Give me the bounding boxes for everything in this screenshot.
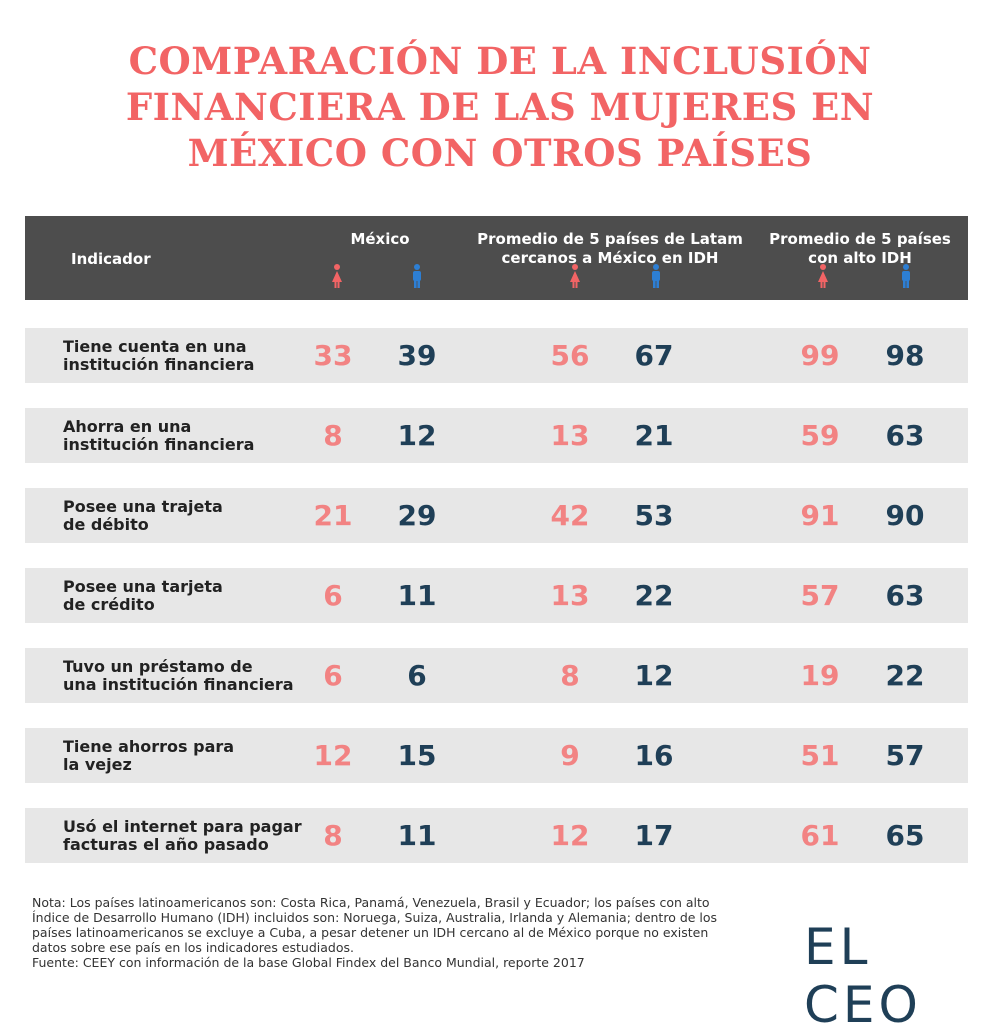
male-value: 22	[885, 659, 925, 692]
female-value: 6	[323, 579, 343, 612]
indicator-label-line-1: Usó el internet para pagar	[63, 817, 302, 836]
latam-header-line-1: Promedio de 5 países de Latam	[477, 230, 743, 248]
female-value: 51	[800, 739, 840, 772]
woman-icon	[570, 264, 580, 288]
high-idh-header-line-2: con alto IDH	[808, 249, 912, 267]
high-idh-header-line-1: Promedio de 5 países	[769, 230, 951, 248]
indicator-label-line-1: Ahorra en una	[63, 417, 192, 436]
indicator-label-line-1: Posee una tarjeta	[63, 577, 223, 596]
table-row: Tuvo un préstamo de una institución finan…	[25, 648, 968, 703]
page-title: COMPARACIÓN DE LA INCLUSIÓN FINANCIERA D…	[0, 38, 1000, 176]
table-row: Tiene cuenta en una institución financier…	[25, 328, 968, 383]
male-value: 12	[634, 659, 674, 692]
male-value: 39	[397, 339, 437, 372]
female-value: 13	[550, 579, 590, 612]
indicator-label-line-2: de débito	[63, 515, 149, 534]
indicator-label: Tiene cuenta en una institución financier…	[63, 338, 323, 374]
male-value: 29	[397, 499, 437, 532]
indicator-label-line-2: institución financiera	[63, 435, 255, 454]
female-value: 9	[560, 739, 580, 772]
female-value: 33	[313, 339, 353, 372]
male-value: 15	[397, 739, 437, 772]
title-line-2: FINANCIERA DE LAS MUJERES EN	[125, 85, 875, 129]
male-value: 98	[885, 339, 925, 372]
source-line: Fuente: CEEY con información de la base …	[32, 955, 585, 970]
male-value: 6	[407, 659, 427, 692]
male-value: 90	[885, 499, 925, 532]
female-value: 8	[323, 819, 343, 852]
table-row: Posee una trajeta de débito 21 29 42 53 91 90	[25, 488, 968, 543]
indicator-label-line-1: Posee una trajeta	[63, 497, 223, 516]
indicator-label: Posee una trajeta de débito	[63, 498, 323, 534]
female-value: 12	[313, 739, 353, 772]
indicator-label: Tiene ahorros para la vejez	[63, 738, 323, 774]
footnote-line: datos sobre ese país en los indicadores …	[32, 940, 354, 955]
male-value: 63	[885, 419, 925, 452]
indicator-label-line-2: la vejez	[63, 755, 132, 774]
female-value: 6	[323, 659, 343, 692]
footnote-line: Índice de Desarrollo Humano (IDH) inclui…	[32, 910, 718, 925]
indicator-label-line-2: institución financiera	[63, 355, 255, 374]
male-value: 22	[634, 579, 674, 612]
female-value: 21	[313, 499, 353, 532]
male-value: 63	[885, 579, 925, 612]
indicator-label: Posee una tarjeta de crédito	[63, 578, 323, 614]
female-value: 19	[800, 659, 840, 692]
indicator-label-line-2: facturas el año pasado	[63, 835, 269, 854]
table-row: Posee una tarjeta de crédito 6 11 13 22 57 63	[25, 568, 968, 623]
female-value: 8	[323, 419, 343, 452]
woman-icon	[332, 264, 342, 288]
latam-header: Promedio de 5 países de Latam cercanos a…	[465, 230, 755, 268]
indicator-header: Indicador	[71, 250, 151, 268]
latam-header-line-2: cercanos a México en IDH	[501, 249, 719, 267]
table-row: Usó el internet para pagar facturas el añ…	[25, 808, 968, 863]
female-value: 91	[800, 499, 840, 532]
table-row: Tiene ahorros para la vejez 12 15 9 16 51 57	[25, 728, 968, 783]
male-value: 16	[634, 739, 674, 772]
female-value: 12	[550, 819, 590, 852]
high-idh-header: Promedio de 5 países con alto IDH	[765, 230, 955, 268]
indicator-label-line-2: de crédito	[63, 595, 155, 614]
footnote: Nota: Los países latinoamericanos son: C…	[32, 895, 772, 970]
male-value: 57	[885, 739, 925, 772]
mexico-header: México	[350, 230, 410, 248]
female-value: 8	[560, 659, 580, 692]
woman-icon	[818, 264, 828, 288]
brand-logo: EL CEO	[804, 918, 922, 1034]
female-value: 56	[550, 339, 590, 372]
female-value: 13	[550, 419, 590, 452]
title-line-3: MÉXICO CON OTROS PAÍSES	[187, 131, 813, 175]
female-value: 57	[800, 579, 840, 612]
footnote-line: países latinoamericanos se excluye a Cub…	[32, 925, 709, 940]
table-row: Ahorra en una institución financiera 8 12 13…	[25, 408, 968, 463]
female-value: 59	[800, 419, 840, 452]
indicator-label-line-1: Tuvo un préstamo de	[63, 657, 253, 676]
female-value: 61	[800, 819, 840, 852]
male-value: 67	[634, 339, 674, 372]
indicator-label-line-1: Tiene ahorros para	[63, 737, 235, 756]
title-line-1: COMPARACIÓN DE LA INCLUSIÓN	[128, 39, 872, 83]
female-value: 99	[800, 339, 840, 372]
male-value: 12	[397, 419, 437, 452]
table-header: Indicador México Promedio de 5 países de…	[25, 216, 968, 300]
indicator-label-line-1: Tiene cuenta en una	[63, 337, 247, 356]
footnote-line: Nota: Los países latinoamericanos son: C…	[32, 895, 710, 910]
man-icon	[902, 264, 910, 288]
female-value: 42	[550, 499, 590, 532]
indicator-label: Ahorra en una institución financiera	[63, 418, 323, 454]
male-value: 53	[634, 499, 674, 532]
male-value: 21	[634, 419, 674, 452]
male-value: 65	[885, 819, 925, 852]
indicator-label: Tuvo un préstamo de una institución finan…	[63, 658, 323, 694]
man-icon	[413, 264, 421, 288]
male-value: 17	[634, 819, 674, 852]
man-icon	[652, 264, 660, 288]
male-value: 11	[397, 579, 437, 612]
male-value: 11	[397, 819, 437, 852]
indicator-label: Usó el internet para pagar facturas el añ…	[63, 818, 323, 854]
indicator-label-line-2: una institución financiera	[63, 675, 294, 694]
